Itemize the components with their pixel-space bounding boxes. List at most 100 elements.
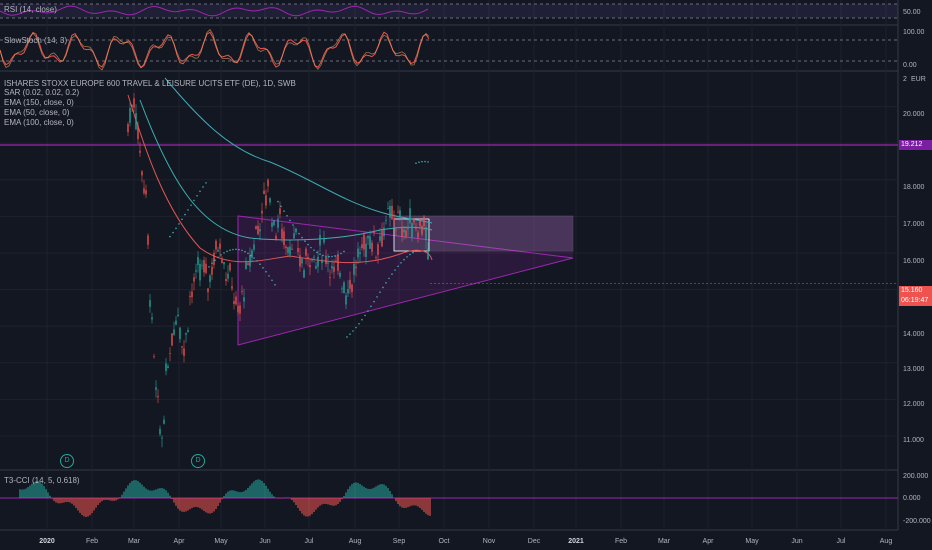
sar-dot	[319, 253, 321, 255]
price-candle-body	[267, 179, 269, 187]
price-candle-body	[281, 228, 283, 239]
currency-label[interactable]: EUR	[911, 76, 926, 83]
price-candle-body	[373, 232, 375, 234]
price-candle-body	[341, 288, 343, 290]
ema150-line	[164, 77, 433, 224]
price-candle-body	[421, 225, 423, 235]
sar-dot	[382, 286, 384, 289]
sar-dot	[223, 252, 225, 254]
sar-dot	[295, 228, 297, 231]
sar-dot	[316, 251, 318, 254]
sar-dot	[421, 160, 423, 163]
sar-dot	[394, 269, 396, 271]
price-candle-body	[339, 272, 341, 277]
dividend-marker[interactable]: D	[191, 454, 205, 468]
sar-dot	[169, 235, 171, 238]
sar-dot	[322, 254, 324, 257]
sar-dot	[205, 182, 207, 184]
price-candle-body	[383, 227, 385, 237]
price-candle-body	[263, 190, 265, 195]
sar-dot	[181, 218, 183, 221]
indicator-sar[interactable]: SAR (0.02, 0.02, 0.2)	[4, 88, 80, 97]
price-candle-body	[419, 220, 421, 226]
sar-dot	[178, 223, 180, 225]
price-tick-12: 12.000	[903, 401, 925, 408]
sar-dot	[304, 240, 306, 243]
price-candle-body	[167, 366, 169, 369]
sar-dot	[250, 254, 252, 257]
price-candle-body	[327, 262, 329, 264]
indicator-ema50[interactable]: EMA (50, close, 0)	[4, 108, 70, 117]
price-candle-body	[165, 363, 167, 372]
price-candle-body	[279, 208, 281, 215]
price-candle-body	[423, 216, 425, 227]
stoch-tick-100: 100.00	[903, 29, 925, 36]
price-candle-body	[177, 314, 179, 317]
price-candle-body	[337, 254, 339, 271]
price-candle-body	[265, 195, 267, 206]
price-candle-body	[229, 263, 231, 271]
sar-dot	[370, 305, 372, 308]
x-label-jul-2021: Jul	[836, 538, 846, 545]
x-label-apr: Apr	[173, 538, 185, 545]
sar-dot	[208, 266, 210, 268]
sar-dot	[190, 204, 192, 206]
price-candle-body	[199, 263, 201, 281]
price-candle-body	[407, 228, 409, 230]
sar-dot	[289, 219, 291, 222]
price-candle-body	[299, 255, 301, 267]
price-candle-body	[303, 269, 305, 278]
sar-dot	[259, 263, 261, 266]
stoch-legend[interactable]: SlowStoch (14, 3)	[4, 36, 68, 45]
price-candle-body	[227, 273, 229, 279]
price-candle-body	[143, 188, 145, 194]
sar-dot	[412, 251, 414, 254]
symbol-title[interactable]: ISHARES STOXX EUROPE 600 TRAVEL & LEISUR…	[4, 79, 296, 88]
sar-dot	[280, 205, 282, 208]
price-candle-body	[317, 256, 319, 267]
price-candle-body	[157, 395, 159, 398]
price-candle-body	[215, 240, 217, 250]
rsi-legend[interactable]: RSI (14, close)	[4, 5, 57, 14]
price-candle-body	[405, 230, 407, 238]
x-label-apr-2021: Apr	[702, 538, 714, 545]
price-candle-body	[269, 198, 271, 203]
x-label-jun: Jun	[259, 538, 271, 545]
sar-dot	[367, 310, 369, 312]
stoch-k-line	[0, 31, 430, 69]
sar-dot	[220, 254, 222, 256]
price-candle-body	[413, 218, 415, 223]
price-candle-body	[171, 333, 173, 346]
sar-dot	[238, 248, 240, 251]
indicator-ema100[interactable]: EMA (100, close, 0)	[4, 118, 74, 127]
rsi-line	[0, 5, 429, 17]
sar-dot	[379, 291, 381, 293]
price-candle-body	[375, 257, 377, 258]
x-label-jun-2021: Jun	[791, 538, 803, 545]
price-candle-body	[233, 300, 235, 304]
price-candle-body	[181, 346, 183, 348]
price-candle-body	[141, 171, 143, 176]
price-candle-body	[275, 235, 277, 240]
price-candle-body	[133, 98, 135, 108]
price-candle-body	[237, 305, 239, 313]
last-price-label: 15.160	[899, 286, 932, 296]
price-candle-body	[291, 248, 293, 250]
x-label-feb: Feb	[85, 538, 99, 545]
price-candle-body	[319, 234, 321, 246]
price-candle-body	[155, 387, 157, 390]
sar-dot	[352, 330, 354, 332]
sar-dot	[292, 224, 294, 226]
price-candle-body	[409, 208, 411, 223]
price-candle-body	[131, 104, 133, 108]
price-candle-body	[277, 218, 279, 228]
cci-legend[interactable]: T3-CCI (14, 5, 0.618)	[4, 476, 80, 485]
sar-dot	[313, 249, 315, 251]
indicator-ema150[interactable]: EMA (150, close, 0)	[4, 98, 74, 107]
dividend-marker[interactable]: D	[60, 454, 74, 468]
sar-dot	[346, 336, 348, 338]
sar-dot	[271, 279, 273, 282]
sar-dot	[388, 277, 390, 280]
